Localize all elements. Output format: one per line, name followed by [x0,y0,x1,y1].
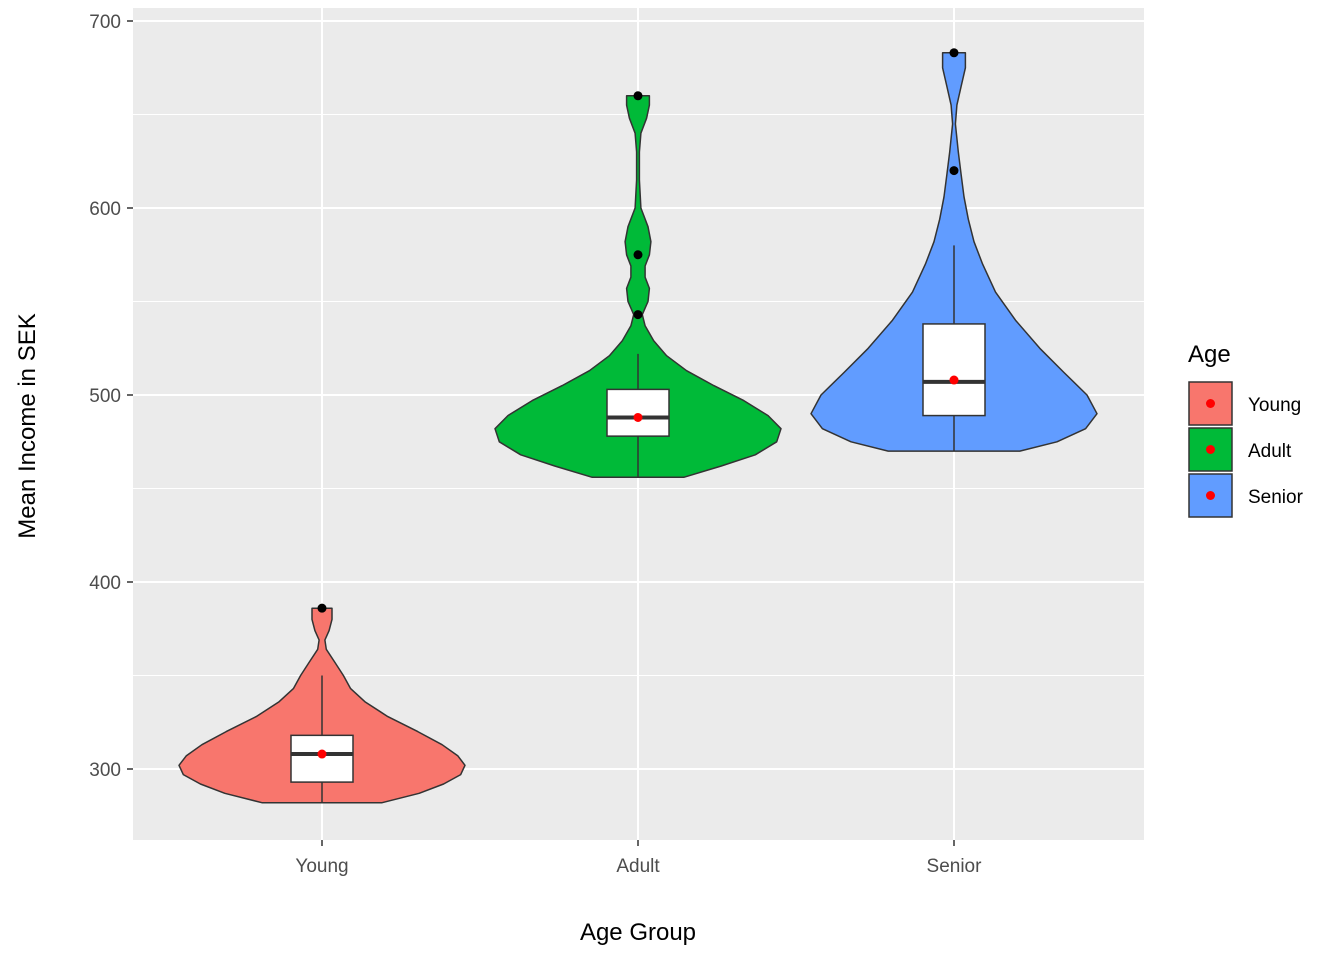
outlier-point [949,166,959,176]
box-young [290,734,354,783]
legend-key-point [1206,491,1215,500]
outlier-point [633,250,643,260]
box-senior [922,323,986,417]
legend-key-point [1206,445,1215,454]
violin-adult [494,95,782,479]
legend-key-point [1206,399,1215,408]
x-tick-label: Adult [616,856,660,877]
outlier-point [317,603,327,613]
legend-label-senior: Senior [1248,487,1304,508]
x-axis-title: Age Group [580,919,696,946]
y-tick-label: 300 [89,760,121,781]
legend: Age Young Adult Senior [1188,341,1304,518]
y-tick-label: 500 [89,386,121,407]
mean-point [949,375,959,385]
outlier-point [633,91,643,101]
mean-point [633,412,643,422]
legend-label-young: Young [1248,395,1301,416]
boxplots [290,245,986,803]
x-tick-label: Senior [927,856,983,877]
y-tick-label: 400 [89,573,121,594]
mean-point [317,749,327,759]
axes: 300 400 500 600 700 Young Adult Senior [89,12,982,877]
legend-label-adult: Adult [1248,441,1292,462]
outlier-point [633,310,643,320]
y-axis-title: Mean Income in SEK [14,313,41,538]
legend-title: Age [1188,341,1231,368]
y-tick-label: 600 [89,199,121,220]
legend-items: Young Adult Senior [1188,381,1304,518]
y-tick-label: 700 [89,12,121,33]
box-adult [606,388,670,437]
outlier-point [949,48,959,58]
points [317,48,959,759]
x-tick-label: Young [295,856,348,877]
